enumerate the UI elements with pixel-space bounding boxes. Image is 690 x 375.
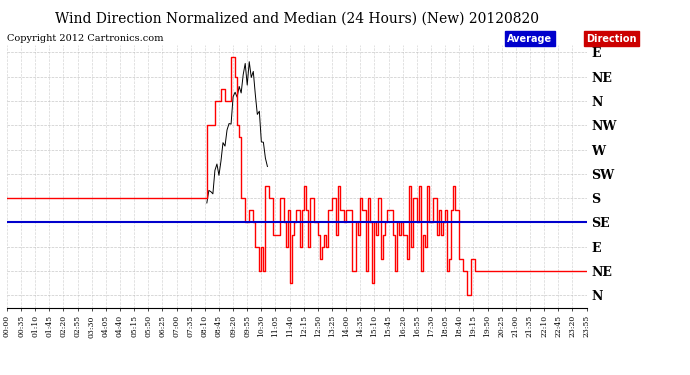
Text: Wind Direction Normalized and Median (24 Hours) (New) 20120820: Wind Direction Normalized and Median (24… — [55, 11, 539, 25]
Text: Average: Average — [507, 34, 552, 44]
Text: Direction: Direction — [586, 34, 637, 44]
Text: Copyright 2012 Cartronics.com: Copyright 2012 Cartronics.com — [7, 34, 164, 43]
